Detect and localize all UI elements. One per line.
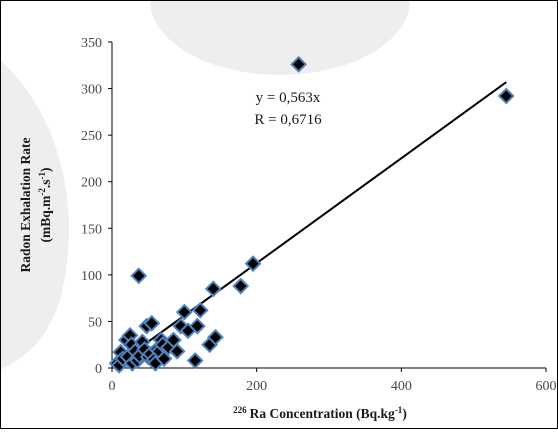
data-point <box>186 352 204 369</box>
y-ticks: 0 50 100 150 200 250 300 350 <box>81 36 112 377</box>
y-tick-label: 100 <box>81 269 102 284</box>
r-value-label: R = 0,6716 <box>254 112 322 128</box>
data-point <box>155 350 173 368</box>
x-axis-label-text: Ra Concentration (Bq.kg <box>250 406 395 421</box>
y-tick-label: 150 <box>81 222 102 237</box>
y-tick-label: 0 <box>95 362 102 377</box>
y-tick-label: 350 <box>81 36 102 51</box>
y-axis-label-sup1: -2 <box>37 188 47 196</box>
y-axis-label-mid: .s <box>38 179 53 188</box>
x-tick-label: 0 <box>109 379 116 394</box>
y-axis-label-sup2: -1 <box>37 171 47 179</box>
data-point <box>290 55 308 73</box>
data-point <box>244 255 262 273</box>
watermark-arc-left <box>0 60 69 370</box>
y-tick-label: 300 <box>81 83 102 98</box>
data-point <box>143 314 161 332</box>
data-points <box>108 55 515 374</box>
y-tick-label: 250 <box>81 129 102 144</box>
y-axis-label-close: ) <box>38 167 53 172</box>
watermark-arc-top <box>150 0 410 75</box>
data-point <box>232 277 250 295</box>
data-point <box>497 87 515 105</box>
watermark <box>0 0 410 370</box>
data-point <box>191 301 209 319</box>
x-ticks: 0 200 400 600 <box>109 368 557 394</box>
y-tick-label: 50 <box>88 315 102 330</box>
data-point <box>130 267 148 285</box>
equation-label: y = 0,563x <box>256 90 321 106</box>
data-point <box>188 317 206 335</box>
x-axis-label-sup: 226 <box>233 405 247 415</box>
x-tick-label: 200 <box>246 379 267 394</box>
trendline <box>111 81 507 369</box>
y-axis-label-unit: (mBq.m <box>38 195 53 243</box>
x-axis-label-close: ) <box>402 406 407 421</box>
x-axis-label-unit-sup: -1 <box>395 405 403 415</box>
y-tick-label: 200 <box>81 176 102 191</box>
y-axis-label-line1: Radon Exhalation Rate <box>18 137 33 272</box>
data-point <box>168 342 186 360</box>
x-tick-label: 400 <box>391 379 412 394</box>
data-point <box>175 303 193 321</box>
y-axis-label-line2: (mBq.m-2.s-1) <box>37 167 53 242</box>
data-point <box>207 328 224 346</box>
x-axis-label: 226 Ra Concentration (Bq.kg-1) <box>233 405 407 421</box>
x-tick-label: 600 <box>536 379 557 394</box>
data-point <box>172 317 190 335</box>
data-point <box>204 280 222 298</box>
